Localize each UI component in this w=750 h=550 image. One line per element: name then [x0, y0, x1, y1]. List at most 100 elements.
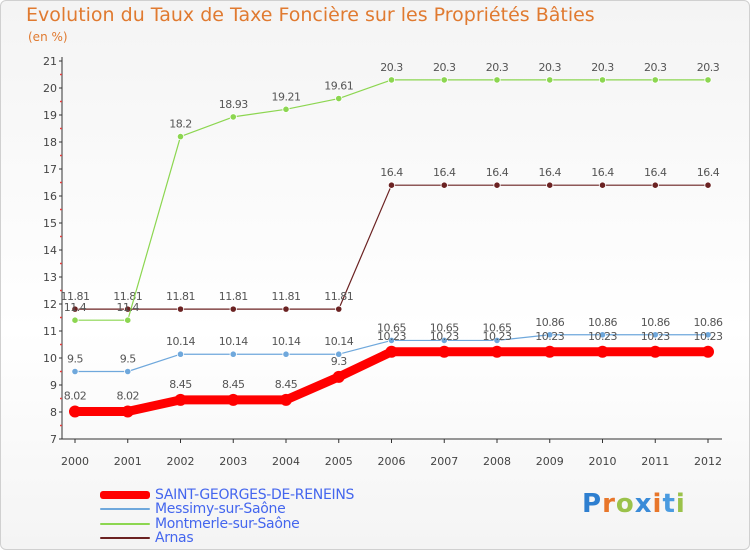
x-tick-label: 2007	[430, 455, 458, 468]
data-point	[440, 181, 448, 189]
y-tick-label: 10	[43, 352, 57, 365]
data-label: 16.4	[697, 166, 720, 179]
data-point	[176, 305, 185, 313]
data-point	[71, 316, 79, 324]
data-point	[440, 336, 448, 345]
data-label: 10.86	[588, 316, 617, 329]
data-point	[598, 181, 607, 189]
data-point	[282, 350, 290, 358]
x-tick-label: 2004	[272, 455, 300, 468]
data-point	[493, 76, 501, 84]
x-tick-label: 2010	[589, 455, 617, 468]
data-label: 16.4	[486, 166, 509, 179]
legend-swatch	[100, 491, 150, 499]
y-tick-label: 7	[50, 433, 57, 446]
x-tick-label: 2009	[536, 455, 564, 468]
y-tick-label: 8	[50, 406, 57, 419]
data-point	[651, 331, 659, 339]
y-tick-label: 18	[43, 136, 57, 149]
legend-item-messimy: Messimy-sur-Saône	[100, 501, 286, 517]
data-point	[229, 113, 237, 121]
data-point	[649, 345, 662, 358]
legend-label: SAINT-GEORGES-DE-RENEINS	[155, 487, 355, 503]
data-point	[71, 305, 79, 313]
y-tick-label: 12	[43, 298, 57, 311]
data-label: 10.65	[483, 321, 512, 334]
data-point	[598, 76, 607, 84]
data-label: 20.3	[591, 61, 614, 74]
data-point	[493, 336, 501, 345]
data-label: 19.21	[272, 90, 301, 103]
logo-letter: P	[582, 489, 603, 519]
data-point	[387, 181, 396, 189]
y-tick-label: 21	[43, 55, 57, 68]
logo-letter: t	[662, 489, 676, 519]
data-point	[71, 367, 79, 376]
data-label: 10.14	[219, 335, 248, 348]
y-tick-label: 14	[43, 244, 57, 257]
data-label: 11.4	[64, 301, 87, 314]
data-label: 19.61	[324, 80, 353, 93]
data-label: 8.45	[169, 378, 192, 391]
data-point	[176, 350, 185, 358]
data-label: 10.23	[430, 330, 459, 343]
data-label: 16.4	[591, 166, 614, 179]
data-point	[124, 367, 132, 376]
data-point	[546, 181, 554, 189]
data-label: 10.23	[588, 330, 617, 343]
logo-letter: i	[675, 489, 686, 519]
data-label: 11.81	[61, 290, 90, 303]
data-label: 8.02	[117, 389, 140, 402]
data-label: 8.02	[64, 389, 87, 402]
x-tick-label: 2005	[325, 455, 353, 468]
data-point	[651, 181, 659, 189]
chart-title: Evolution du Taux de Taxe Foncière sur l…	[26, 4, 595, 26]
legend-swatch	[100, 523, 150, 525]
data-point	[282, 105, 290, 113]
x-tick-label: 2001	[114, 455, 142, 468]
data-label: 10.23	[535, 330, 564, 343]
data-label: 11.81	[272, 290, 301, 303]
proxiti-logo: Proxiti	[582, 489, 686, 519]
data-point	[704, 181, 712, 189]
data-point	[69, 405, 81, 418]
data-point	[124, 316, 132, 324]
data-point	[546, 331, 554, 339]
y-tick-label: 15	[43, 217, 57, 230]
data-point	[704, 331, 712, 339]
data-point	[174, 393, 187, 406]
data-label: 10.14	[272, 335, 301, 348]
x-tick-label: 2006	[378, 455, 406, 468]
data-label: 20.3	[433, 61, 456, 74]
x-tick-label: 2011	[641, 455, 669, 468]
series-line-montmerle-sur-sa-ne	[74, 79, 709, 321]
legend-item-arnas: Arnas	[100, 530, 194, 546]
data-point	[335, 350, 343, 358]
data-label: 16.4	[433, 166, 456, 179]
x-tick-label: 2002	[167, 455, 195, 468]
data-point	[702, 345, 714, 358]
logo-letter: r	[602, 489, 616, 519]
data-label: 10.14	[166, 335, 195, 348]
y-tick-label: 13	[43, 271, 57, 284]
legend-label: Montmerle-sur-Saône	[155, 516, 300, 532]
data-label: 8.45	[222, 378, 245, 391]
data-point	[176, 133, 185, 141]
y-tick-label: 16	[43, 190, 57, 203]
data-label: 10.86	[641, 316, 670, 329]
data-point	[229, 305, 237, 313]
data-point	[438, 345, 451, 358]
data-point	[229, 350, 237, 358]
data-label: 10.14	[324, 335, 353, 348]
data-label: 20.3	[644, 61, 667, 74]
x-tick-label: 2000	[61, 455, 89, 468]
data-label: 10.23	[483, 330, 512, 343]
x-tick-label: 2012	[694, 455, 722, 468]
legend-label: Arnas	[155, 530, 194, 546]
data-label: 10.23	[641, 330, 670, 343]
data-point	[332, 370, 345, 383]
data-label: 11.4	[117, 301, 140, 314]
data-point	[704, 76, 712, 84]
logo-letter: i	[652, 489, 663, 519]
